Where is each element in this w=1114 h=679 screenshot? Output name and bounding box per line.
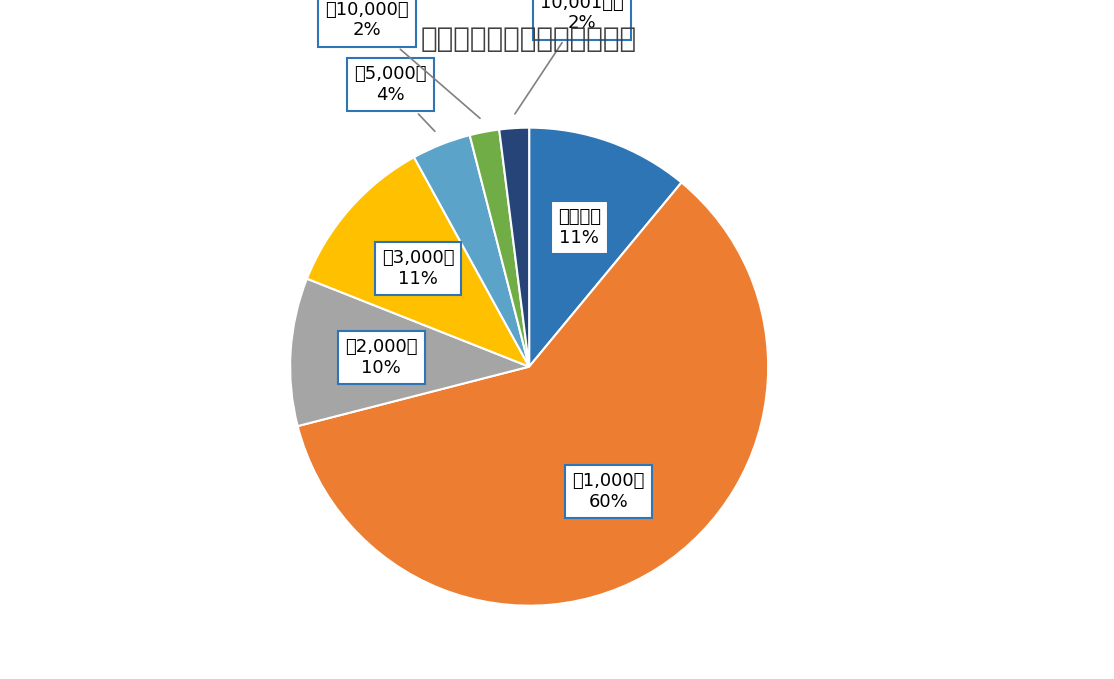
Text: ～2,000円
10%: ～2,000円 10% [345, 338, 418, 377]
Wedge shape [297, 183, 769, 606]
Text: 謝礼なし
11%: 謝礼なし 11% [558, 208, 600, 246]
Wedge shape [470, 130, 529, 367]
Title: 関西のサロンモデル謝礼分布: 関西のサロンモデル謝礼分布 [421, 25, 637, 53]
Wedge shape [499, 128, 529, 367]
Wedge shape [529, 128, 682, 367]
Text: ～1,000円
60%: ～1,000円 60% [573, 473, 645, 511]
Wedge shape [307, 158, 529, 367]
Text: ～10,000円
2%: ～10,000円 2% [325, 1, 480, 118]
Wedge shape [290, 278, 529, 426]
Wedge shape [414, 135, 529, 367]
Text: ～3,000円
11%: ～3,000円 11% [382, 249, 455, 288]
Text: ～5,000円
4%: ～5,000円 4% [354, 65, 434, 131]
Text: 10,001円～
2%: 10,001円～ 2% [515, 0, 624, 114]
